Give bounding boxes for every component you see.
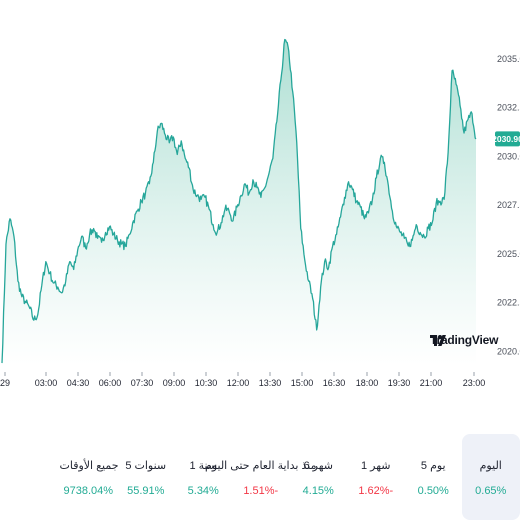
- y-tick-label: 2020.00: [497, 346, 520, 356]
- performance-label: جميع الأوقات: [59, 460, 119, 472]
- price-line: [1, 38, 477, 364]
- performance-label: 1 شهر: [360, 460, 391, 472]
- last-price-tag: 2030.90: [492, 131, 520, 147]
- plot-layer: [1, 38, 477, 366]
- performance-value: 4.15%: [302, 485, 334, 497]
- performance-label: اليوم: [479, 460, 502, 472]
- performance-value: 5.34%: [187, 485, 219, 497]
- performance-label: 1 سنة: [189, 460, 218, 472]
- y-tick-label: 2022.50: [497, 298, 520, 308]
- y-tick-label: 2027.50: [497, 200, 520, 210]
- x-tick-label: 18:00: [356, 378, 379, 388]
- performance-value: 1.62%-: [358, 485, 394, 497]
- performance-item[interactable]: 5 سنوات 55.91%: [117, 434, 175, 520]
- performance-value: 9738.04%: [63, 485, 114, 497]
- x-tick-label: 06:00: [99, 378, 122, 388]
- performance-label: 5 يوم: [420, 460, 446, 472]
- x-tick-label: 19:30: [388, 378, 411, 388]
- performance-item[interactable]: اليوم 0.65%: [462, 434, 520, 520]
- price-area-fill: [2, 39, 476, 366]
- x-tick-label: 12:00: [227, 378, 250, 388]
- x-tick-label: 07:30: [131, 378, 154, 388]
- performance-value: 55.91%: [127, 485, 165, 497]
- y-tick-label: 2030.00: [497, 151, 520, 161]
- y-axis: 2035.00 2032.50 2030.00 2027.50 2025.00 2022.…: [497, 54, 520, 356]
- x-tick-label: 29: [0, 378, 10, 388]
- x-tick-label: 16:30: [323, 378, 346, 388]
- x-tick-label: 15:00: [291, 378, 314, 388]
- x-tick-label: 10:30: [195, 378, 218, 388]
- price-chart[interactable]: 2035.00 2032.50 2030.00 2027.50 2025.00 2022.…: [0, 0, 520, 400]
- performance-item[interactable]: 1 سنة 5.34%: [175, 434, 233, 520]
- performance-item[interactable]: 5 يوم 0.50%: [405, 434, 463, 520]
- x-tick-label: 13:30: [259, 378, 282, 388]
- performance-value: 0.50%: [417, 485, 449, 497]
- last-price-badge: [495, 131, 520, 147]
- performance-value: 1.51%-: [243, 485, 279, 497]
- performance-value: 0.65%: [475, 485, 507, 497]
- tradingview-logo-icon: [430, 335, 446, 346]
- last-price-label: 2030.90: [492, 134, 520, 144]
- performance-item[interactable]: 1 شهر 1.62%-: [347, 434, 405, 520]
- performance-item[interactable]: جميع الأوقات 9738.04%: [59, 434, 119, 520]
- performance-item[interactable]: 6 شهر 4.15%: [290, 434, 348, 520]
- tradingview-brand[interactable]: TradingView: [430, 333, 498, 347]
- x-tick-label: 03:00: [35, 378, 58, 388]
- performance-label: منذ بداية العام حتى اليوم: [205, 460, 317, 472]
- x-axis: 29 03:00 04:30 06:00 07:30 09:00 10:30 12:00 13:…: [0, 372, 485, 388]
- y-tick-label: 2035.00: [497, 54, 520, 64]
- chart-svg[interactable]: 2035.00 2032.50 2030.00 2027.50 2025.00 2022.…: [0, 0, 520, 400]
- performance-row: اليوم 0.65% 5 يوم 0.50% 1 شهر 1.62%- 6 شهر 4.15…: [0, 434, 520, 520]
- y-tick-label: 2032.50: [497, 103, 520, 113]
- x-tick-label: 21:00: [420, 378, 443, 388]
- y-tick-label: 2025.00: [497, 249, 520, 259]
- performance-item[interactable]: منذ بداية العام حتى اليوم 1.51%-: [205, 434, 316, 520]
- brand-text: TradingView: [430, 333, 499, 347]
- x-tick-label: 23:00: [463, 378, 486, 388]
- x-tick-label: 09:00: [163, 378, 186, 388]
- performance-label: 5 سنوات: [125, 460, 167, 472]
- x-tick-label: 04:30: [67, 378, 90, 388]
- performance-label: 6 شهر: [303, 460, 334, 472]
